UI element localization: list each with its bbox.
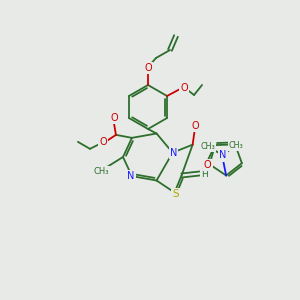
Text: CH₃: CH₃: [201, 142, 215, 151]
Text: O: O: [99, 137, 107, 147]
Text: N: N: [220, 151, 227, 160]
Text: H: H: [201, 170, 208, 179]
Text: O: O: [110, 113, 118, 123]
Text: O: O: [144, 63, 152, 73]
Text: N: N: [127, 171, 135, 181]
Text: O: O: [204, 160, 212, 170]
Text: CH₃: CH₃: [229, 141, 244, 150]
Text: CH₃: CH₃: [93, 167, 109, 176]
Text: O: O: [180, 83, 188, 93]
Text: S: S: [172, 190, 179, 200]
Text: N: N: [170, 148, 177, 158]
Text: O: O: [192, 121, 200, 131]
